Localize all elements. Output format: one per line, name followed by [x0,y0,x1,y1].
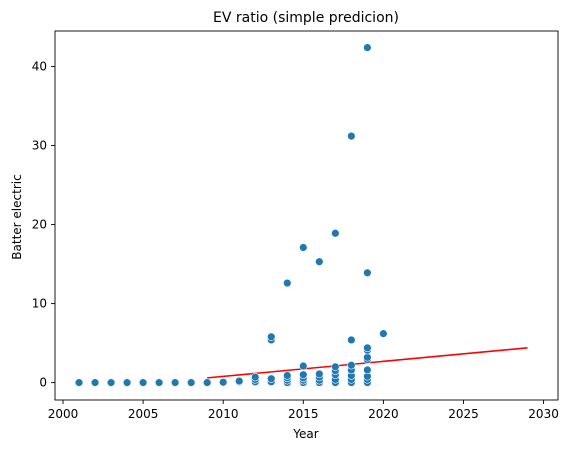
scatter-point [347,335,356,345]
x-tick-label: 2025 [448,407,479,421]
scatter-point [315,369,324,379]
y-tick-label: 30 [32,139,47,153]
axes-frame [54,30,559,401]
scatter-point [379,329,388,338]
x-tick-label: 2030 [528,407,559,421]
scatter-point [347,361,356,370]
x-tick-label: 2015 [288,407,319,421]
scatter-point [363,343,372,353]
scatter-point [74,378,84,387]
scatter-point [122,378,132,387]
scatter-point [138,378,148,387]
scatter-point [235,376,244,386]
scatter-point [363,268,372,277]
y-tick-label: 20 [32,218,47,232]
x-tick-label: 2005 [128,407,159,421]
scatter-point [299,370,308,379]
scatter-point [154,378,164,387]
y-tick-label: 40 [32,60,47,74]
scatter-point [363,43,372,52]
scatter-point [90,378,100,387]
y-tick-label: 10 [32,297,47,311]
y-axis-label: Batter electric [10,174,24,259]
x-tick-label: 2000 [48,407,79,421]
x-tick-label: 2010 [208,407,239,421]
x-tick-label: 2020 [368,407,399,421]
scatter-point [299,361,308,371]
scatter-point [219,378,228,387]
scatter-point [347,131,356,141]
scatter-point [170,378,180,387]
scatter-point [283,278,292,288]
scatter-point [186,378,196,387]
scatter-point [315,257,324,266]
scatter-point [106,378,116,387]
scatter-point [363,353,372,362]
scatter-point [363,365,372,375]
scatter-point [267,374,276,383]
scatter-point [251,372,260,382]
scatter-point [267,332,276,341]
x-axis-label: Year [292,427,318,441]
chart-title: EV ratio (simple predicion) [213,10,399,26]
y-tick-label: 0 [39,376,47,390]
scatter-point [299,243,308,252]
scatter-point [331,362,340,372]
scatter-point [331,229,340,238]
scatter-point [202,378,212,387]
scatter-point [283,371,292,380]
